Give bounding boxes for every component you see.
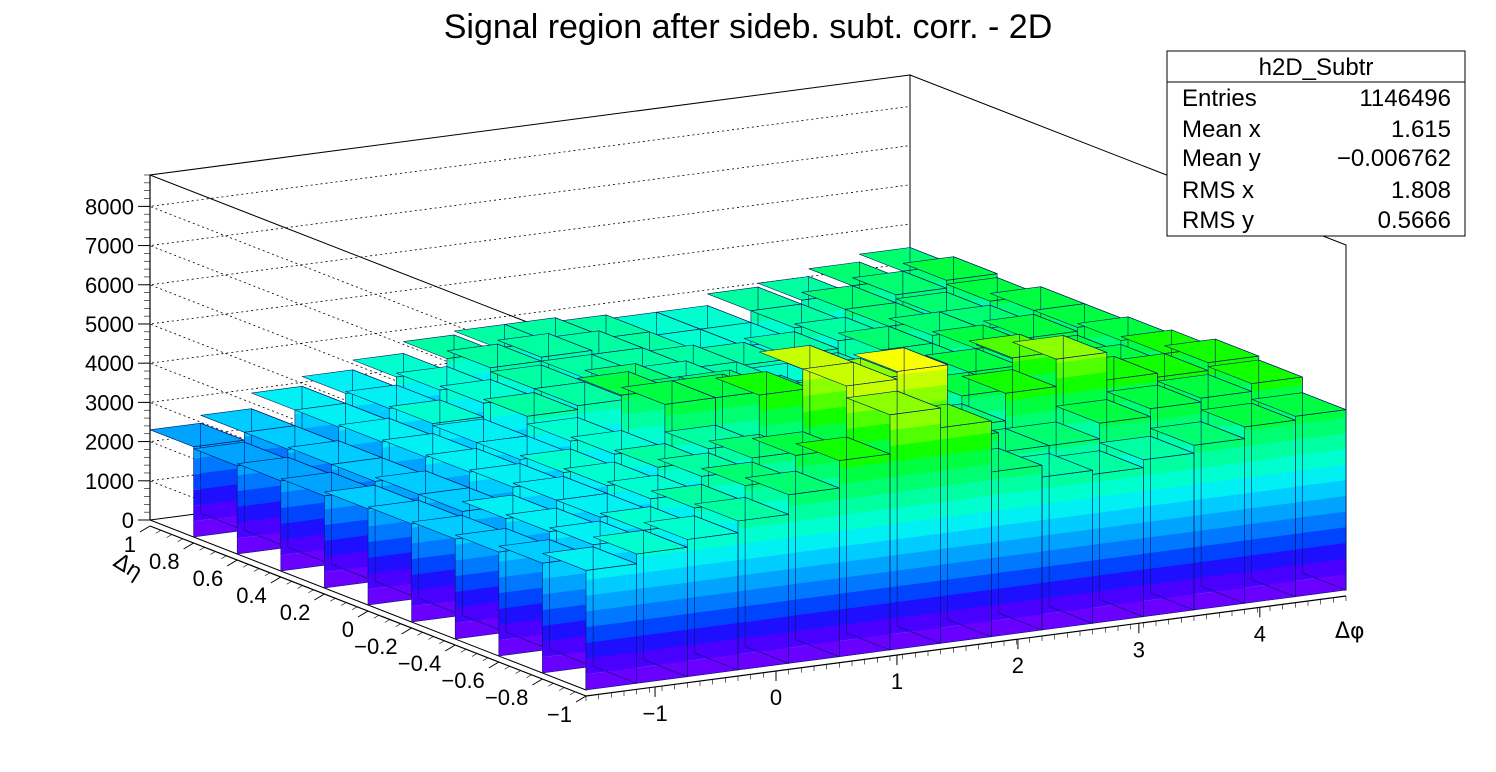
lego-bar [744, 470, 840, 664]
x-tick-label: 2 [1012, 653, 1024, 678]
stats-label-mean-y: Mean y [1182, 145, 1261, 172]
y-tick-label: 1 [124, 532, 136, 557]
z-tick-label: 3000 [85, 390, 134, 415]
z-tick-label: 0 [122, 508, 134, 533]
x-tick-label: 1 [891, 669, 903, 694]
z-gridline [149, 145, 911, 416]
x-tick-label: −1 [642, 701, 667, 726]
lego-bar [411, 514, 507, 640]
stats-label-rms-x: RMS x [1182, 177, 1254, 204]
x-axis-label: Δφ [1335, 619, 1365, 644]
stats-box: h2D_Subtr Entries 1146496 Mean x 1.615 M… [1166, 50, 1466, 237]
lego-bar [149, 422, 245, 538]
stats-title: h2D_Subtr [1259, 54, 1374, 81]
y-tick-label: 0 [342, 617, 354, 642]
y-tick-label: 0.4 [236, 583, 267, 608]
z-tick-label: 4000 [85, 351, 134, 376]
z-tick-label: 1000 [85, 469, 134, 494]
stats-value-mean-x: 1.615 [1391, 116, 1451, 143]
x-tick-label: 3 [1133, 637, 1145, 662]
x-tick-label: 4 [1254, 621, 1266, 646]
z-tick-label: 8000 [85, 194, 134, 219]
chart-title: Signal region after sideb. subt. corr. -… [444, 8, 1053, 46]
stats-value-entries: 1146496 [1359, 85, 1451, 112]
y-tick-label: −0.6 [441, 668, 484, 693]
axes-layer: −101234−1−0.8−0.6−0.4−0.200.20.40.60.810… [85, 174, 1347, 727]
bars-layer [149, 247, 1347, 691]
z-tick-label: 2000 [85, 430, 134, 455]
z-gridline [149, 106, 911, 377]
lego-bar [592, 529, 688, 684]
lego-bar [998, 452, 1093, 631]
lego-bar [1251, 392, 1347, 598]
lego-bar [1200, 402, 1296, 604]
y-tick-label: 0.6 [193, 566, 224, 591]
z-tick-label: 7000 [85, 234, 134, 259]
stats-label-entries: Entries [1182, 85, 1257, 112]
stats-label-mean-x: Mean x [1182, 116, 1261, 143]
y-tick-label: −0.4 [398, 651, 441, 676]
stats-value-rms-x: 1.808 [1391, 177, 1451, 204]
z-tick-label: 5000 [85, 312, 134, 337]
lego-bar [498, 539, 594, 674]
stats-value-rms-y: 0.5666 [1378, 207, 1451, 234]
lego-bar [1099, 435, 1195, 618]
z-tick-label: 6000 [85, 273, 134, 298]
lego-bar [896, 403, 992, 644]
lego-bar [694, 496, 790, 671]
stats-value-mean-y: −0.006762 [1337, 145, 1451, 172]
lego-bar [643, 515, 739, 678]
y-axis-label: Δη [109, 549, 147, 586]
stats-label-rms-y: RMS y [1182, 207, 1254, 234]
lego-bar [947, 447, 1043, 638]
y-tick-label: −0.2 [354, 634, 397, 659]
lego-bar [1150, 421, 1245, 611]
lego-bar [193, 441, 289, 555]
lego-bar [795, 436, 891, 658]
y-tick-label: −0.8 [485, 685, 528, 710]
y-tick-label: 0.2 [280, 600, 311, 625]
lego-bar [542, 546, 638, 691]
x-tick-label: 0 [770, 685, 782, 710]
lego-bar [1048, 450, 1144, 624]
y-tick-label: −1 [547, 702, 572, 727]
lego-bar [846, 390, 942, 651]
y-tick-label: 0.8 [149, 549, 180, 574]
